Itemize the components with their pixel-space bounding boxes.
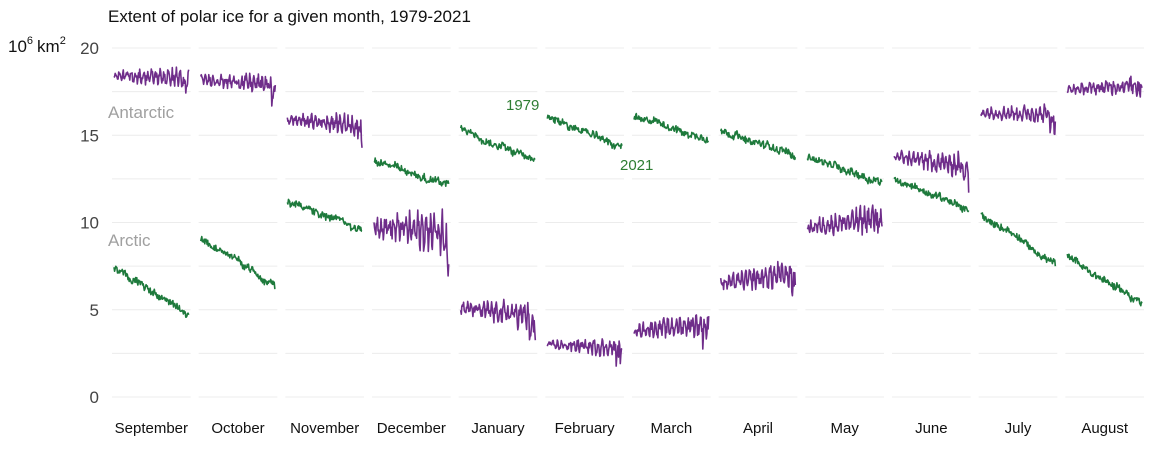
panel-label-july: July xyxy=(1005,420,1032,437)
panel-label-october: October xyxy=(211,420,264,437)
series-line-arctic-november xyxy=(286,198,363,233)
panel-label-november: November xyxy=(290,420,359,437)
series-line-arctic-december xyxy=(373,157,450,187)
panel-label-february: February xyxy=(555,420,616,437)
y-axis-unit-name-exponent: 2 xyxy=(60,35,66,47)
series-line-arctic-february xyxy=(546,114,623,150)
series-line-antarctic-april xyxy=(719,260,797,297)
y-tick-label: 20 xyxy=(80,39,99,58)
series-line-antarctic-august xyxy=(1066,75,1143,98)
y-axis-unit-exponent: 6 xyxy=(27,35,33,47)
series-line-arctic-october xyxy=(199,235,276,290)
panel-label-may: May xyxy=(830,420,859,437)
series-line-antarctic-july xyxy=(980,103,1057,136)
series-line-antarctic-september xyxy=(113,66,190,94)
end-year-label: 2021 xyxy=(620,157,653,174)
series-lines xyxy=(113,66,1143,367)
y-axis-unit-label: 106 km2 xyxy=(8,35,66,56)
start-year-label: 1979 xyxy=(506,97,539,114)
panel-label-june: June xyxy=(915,420,948,437)
chart-title: Extent of polar ice for a given month, 1… xyxy=(108,7,471,26)
series-line-antarctic-november xyxy=(286,112,363,148)
panel-label-august: August xyxy=(1081,420,1129,437)
panel-label-april: April xyxy=(743,420,773,437)
antarctic-label: Antarctic xyxy=(108,103,175,122)
series-line-antarctic-october xyxy=(199,72,277,107)
arctic-label: Arctic xyxy=(108,231,151,250)
x-axis-panel-labels: September October November December January F… xyxy=(115,420,1129,437)
y-tick-label: 15 xyxy=(80,126,99,145)
series-line-antarctic-december xyxy=(373,208,450,277)
y-tick-label: 10 xyxy=(80,214,99,233)
series-line-antarctic-june xyxy=(893,149,970,193)
series-line-antarctic-may xyxy=(806,204,883,237)
series-line-arctic-september xyxy=(113,265,190,319)
panel-label-january: January xyxy=(471,420,525,437)
series-line-arctic-april xyxy=(719,128,797,161)
series-line-antarctic-february xyxy=(546,338,623,367)
series-line-arctic-march xyxy=(633,112,710,144)
series-line-arctic-may xyxy=(806,153,883,186)
series-line-arctic-january xyxy=(459,124,536,162)
panel-label-march: March xyxy=(650,420,692,437)
y-axis-unit-name: km xyxy=(37,37,60,56)
series-line-antarctic-january xyxy=(459,298,537,341)
series-line-antarctic-march xyxy=(633,314,710,350)
series-line-arctic-august xyxy=(1066,253,1143,307)
series-line-arctic-june xyxy=(893,176,970,213)
y-tick-label: 5 xyxy=(90,301,99,320)
panel-label-december: December xyxy=(377,420,446,437)
y-axis-ticks: 0 5 10 15 20 xyxy=(80,39,99,407)
series-line-arctic-july xyxy=(980,212,1057,267)
panel-label-september: September xyxy=(115,420,188,437)
grid xyxy=(112,47,1144,398)
y-tick-label: 0 xyxy=(90,388,99,407)
y-axis-unit-base: 10 xyxy=(8,37,27,56)
